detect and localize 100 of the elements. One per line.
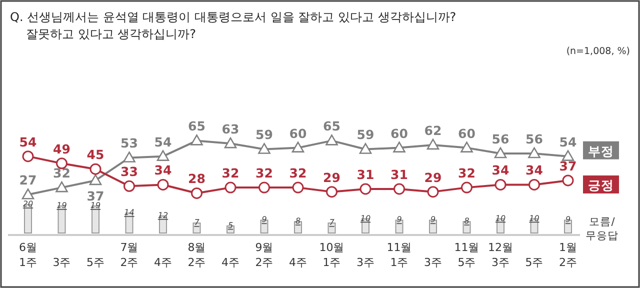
data-label: 59: [356, 127, 374, 142]
data-label: 29: [323, 170, 340, 185]
data-label: 62: [424, 122, 442, 138]
data-label: 29: [424, 170, 442, 185]
chart-subtitle: 잘못하고 있다고 생각하십니까?: [26, 27, 196, 41]
data-label: 65: [323, 118, 340, 134]
data-label: 37: [86, 188, 104, 204]
point: [393, 142, 406, 152]
point: [156, 150, 170, 161]
x-tick-label: 4주: [289, 256, 307, 269]
data-label: 14: [124, 208, 134, 218]
x-tick-label: 10월 1주: [319, 241, 344, 269]
x-tick-label: 9월 2주: [255, 241, 274, 269]
data-label: 19: [56, 201, 67, 210]
point: [191, 187, 202, 199]
point: [359, 143, 372, 154]
x-tick-label: 7월 2주: [120, 241, 138, 269]
data-label: 34: [492, 162, 510, 178]
data-label: 32: [222, 166, 240, 181]
series-label: 모름/무응답: [586, 216, 618, 242]
data-label: 56: [492, 131, 510, 146]
point: [360, 183, 372, 195]
data-label: 32: [289, 166, 307, 181]
data-label: 45: [86, 147, 104, 162]
data-label: 12: [158, 210, 168, 220]
point: [326, 186, 338, 198]
data-label: 28: [188, 171, 206, 186]
x-tick-label: 3주: [356, 256, 374, 269]
text: (n=1,008, %): [566, 46, 630, 57]
point: [292, 182, 304, 194]
data-label: 27: [19, 172, 37, 188]
point: [494, 147, 507, 158]
point: [494, 178, 506, 190]
data-label: 63: [222, 122, 240, 137]
point: [562, 174, 574, 186]
data-label: 10: [360, 214, 371, 223]
data-label: 56: [526, 131, 544, 146]
data-label: 32: [256, 166, 273, 181]
data-label: 65: [188, 118, 206, 134]
data-label: 10: [529, 214, 540, 223]
point: [292, 142, 304, 152]
series-label: 긍정: [588, 177, 614, 192]
data-label: 60: [458, 126, 476, 141]
x-tick-label: 11월 1주: [386, 241, 412, 269]
data-label: 8: [464, 216, 470, 226]
point: [22, 150, 34, 162]
data-label: 54: [19, 134, 37, 150]
point: [258, 182, 270, 194]
data-label: 31: [356, 166, 374, 182]
data-label: 9: [262, 215, 267, 224]
data-label: 49: [53, 141, 70, 156]
data-label: 5: [228, 220, 234, 230]
data-label: 34: [154, 162, 172, 178]
point: [326, 134, 338, 146]
x-tick-label: 8월 2주: [188, 241, 206, 269]
data-label: 60: [289, 126, 307, 141]
point: [427, 186, 439, 198]
data-label: 7: [329, 218, 336, 228]
point: [123, 152, 136, 162]
x-tick-label: 4주: [154, 256, 172, 269]
data-label: 33: [120, 164, 138, 180]
data-label: 32: [53, 166, 70, 181]
point: [22, 188, 34, 200]
data-label: 34: [526, 162, 544, 178]
data-label: 7: [194, 218, 200, 228]
series-label: 부정: [588, 143, 614, 158]
point: [394, 183, 405, 195]
point: [426, 138, 440, 150]
x-tick-label: 6월 1주: [19, 241, 37, 269]
data-label: 60: [390, 126, 408, 141]
point: [461, 182, 472, 194]
point: [124, 180, 135, 192]
data-label: 9: [430, 215, 436, 224]
point: [460, 142, 473, 152]
point: [528, 178, 540, 190]
x-tick-label: 12월 3주: [488, 241, 513, 269]
point: [224, 182, 236, 194]
data-label: 59: [256, 127, 273, 142]
data-label: 20: [22, 200, 34, 209]
point: [224, 137, 237, 148]
chart-title: Q. 선생님께서는 윤석열 대통령이 대통령으로서 일을 잘하고 있다고 생각하십니까?: [10, 10, 456, 24]
data-label: 31: [390, 166, 408, 182]
x-tick-label: 11월 5주: [454, 241, 480, 269]
x-tick-label: 5주: [86, 256, 104, 269]
point: [528, 147, 540, 158]
point: [258, 143, 270, 154]
data-label: 10: [495, 214, 506, 223]
point: [190, 134, 203, 146]
data-label: 37: [559, 158, 577, 174]
point: [157, 178, 169, 190]
data-label: 54: [154, 134, 172, 150]
x-tick-label: 5주: [525, 256, 544, 269]
data-label: 53: [120, 136, 138, 151]
x-tick-label: 4주: [222, 256, 240, 269]
data-label: 32: [458, 166, 476, 181]
x-tick-label: 3주: [424, 256, 442, 269]
data-label: 9: [565, 215, 571, 224]
data-label: 54: [559, 134, 577, 150]
point: [562, 150, 574, 161]
data-label: 9: [396, 215, 402, 224]
